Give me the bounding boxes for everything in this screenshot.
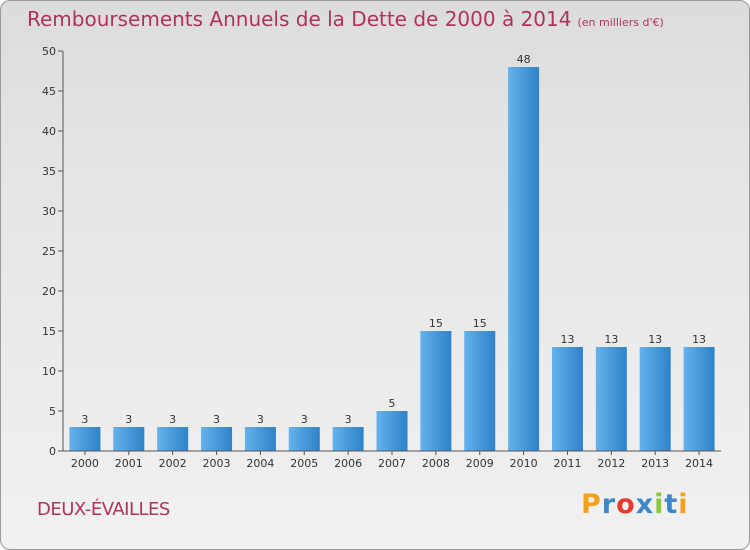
bar-value-label: 3	[169, 413, 176, 426]
x-tick-label: 2004	[246, 457, 274, 470]
bar-2004	[244, 427, 276, 451]
proxiti-logo: Proxiti	[581, 489, 689, 520]
x-tick-label: 2011	[553, 457, 581, 470]
bar-2009	[464, 331, 496, 451]
x-tick-label: 2005	[290, 457, 318, 470]
x-tick-label: 2012	[597, 457, 625, 470]
chart-title: Remboursements Annuels de la Dette de 20…	[27, 7, 664, 31]
y-tick-label: 10	[42, 365, 56, 378]
y-tick-label: 35	[42, 165, 56, 178]
x-tick-label: 2006	[334, 457, 362, 470]
bar-2003	[201, 427, 233, 451]
bar-value-label: 13	[604, 333, 618, 346]
x-tick-label: 2009	[466, 457, 494, 470]
bar-value-label: 3	[257, 413, 264, 426]
bar-2002	[157, 427, 189, 451]
y-tick-label: 25	[42, 245, 56, 258]
y-tick-label: 5	[49, 405, 56, 418]
y-tick-label: 50	[42, 45, 56, 58]
bar-value-label: 13	[648, 333, 662, 346]
bar-value-label: 3	[213, 413, 220, 426]
commune-name: DEUX-ÉVAILLES	[37, 499, 170, 520]
bar-2007	[376, 411, 408, 451]
bar-value-label: 3	[301, 413, 308, 426]
logo-letter: i	[654, 489, 665, 520]
bar-value-label: 13	[560, 333, 574, 346]
logo-letter: x	[635, 489, 655, 520]
y-tick-label: 15	[42, 325, 56, 338]
x-tick-label: 2008	[422, 457, 450, 470]
x-tick-label: 2010	[510, 457, 538, 470]
logo-letter: P	[581, 489, 602, 520]
chart-unit: (en milliers d'€)	[577, 16, 664, 29]
bar-value-label: 3	[81, 413, 88, 426]
bar-2000	[69, 427, 101, 451]
chart-title-text: Remboursements Annuels de la Dette de 20…	[27, 7, 572, 31]
bar-value-label: 15	[473, 317, 487, 330]
x-tick-label: 2003	[203, 457, 231, 470]
logo-letter: i	[678, 489, 689, 520]
logo-letter: t	[664, 489, 679, 520]
y-tick-label: 0	[49, 445, 56, 458]
bar-value-label: 48	[517, 53, 531, 66]
bar-2005	[288, 427, 320, 451]
x-tick-label: 2013	[641, 457, 669, 470]
bar-2013	[639, 347, 671, 451]
x-tick-label: 2001	[115, 457, 143, 470]
x-tick-label: 2002	[159, 457, 187, 470]
bar-2011	[551, 347, 583, 451]
y-tick-label: 40	[42, 125, 56, 138]
bar-2006	[332, 427, 364, 451]
bar-value-label: 13	[692, 333, 706, 346]
bar-value-label: 3	[345, 413, 352, 426]
x-tick-label: 2007	[378, 457, 406, 470]
x-tick-label: 2000	[71, 457, 99, 470]
y-tick-label: 20	[42, 285, 56, 298]
bar-2008	[420, 331, 452, 451]
y-tick-label: 30	[42, 205, 56, 218]
y-tick-label: 45	[42, 85, 56, 98]
bar-2012	[595, 347, 627, 451]
logo-letter: o	[616, 489, 636, 520]
bar-value-label: 3	[125, 413, 132, 426]
bar-2010	[508, 67, 540, 451]
bar-value-label: 15	[429, 317, 443, 330]
bar-2001	[113, 427, 145, 451]
x-tick-label: 2014	[685, 457, 713, 470]
bar-2014	[683, 347, 715, 451]
logo-letter: r	[601, 489, 617, 520]
bar-value-label: 5	[389, 397, 396, 410]
